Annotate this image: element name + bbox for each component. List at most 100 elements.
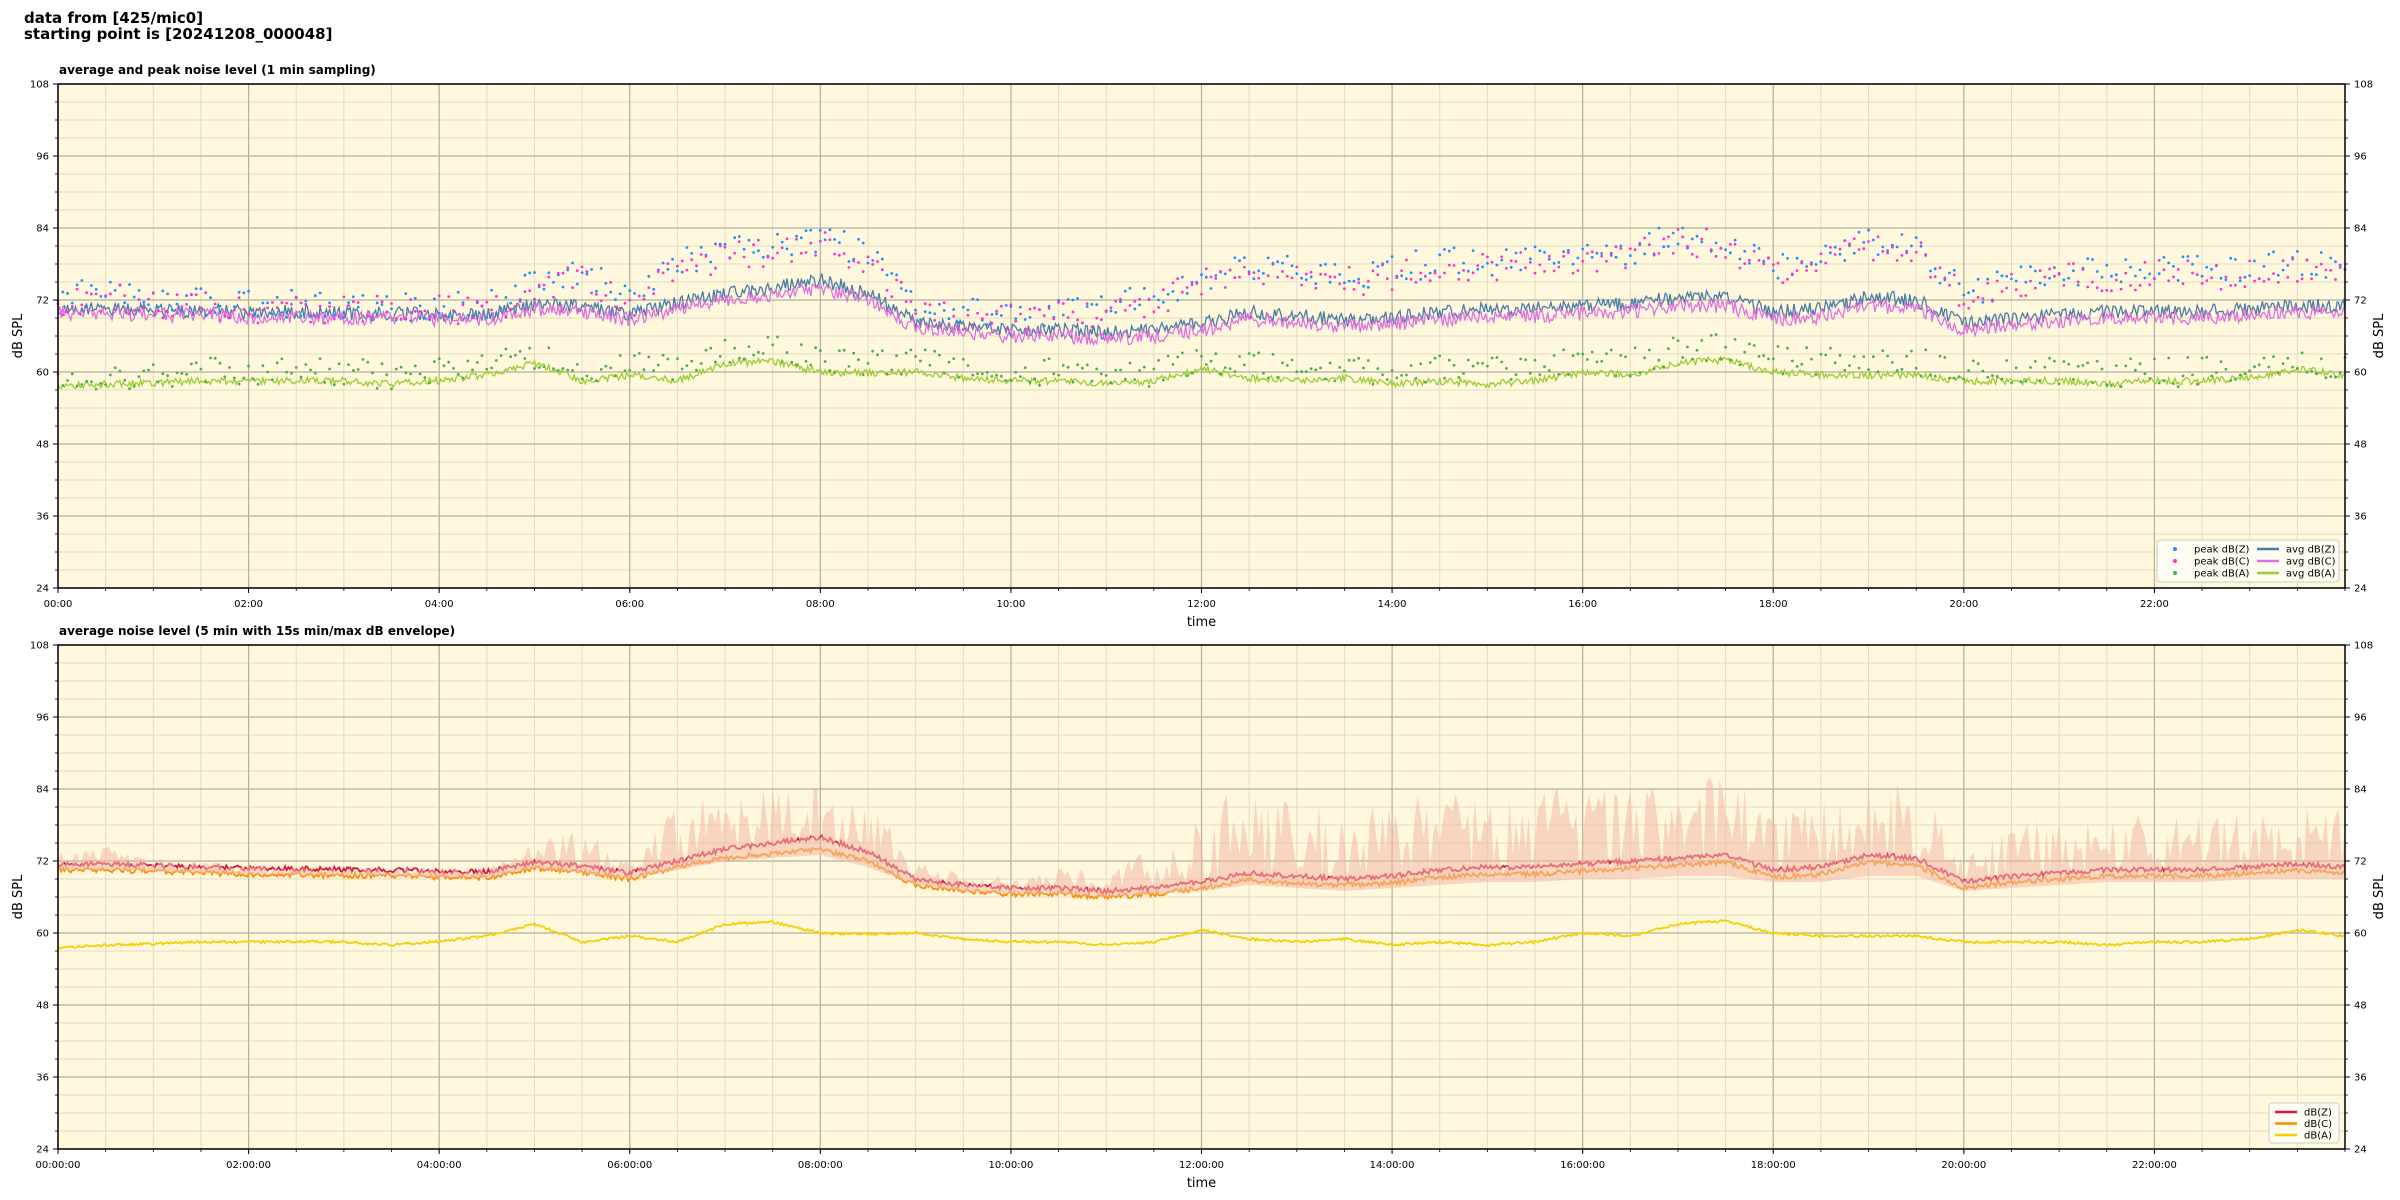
scatter-point — [1343, 369, 1346, 373]
scatter-point — [1943, 356, 1947, 359]
scatter-point — [1019, 305, 1022, 309]
scatter-point — [2134, 368, 2137, 372]
scatter-point — [1066, 316, 1070, 319]
scatter-point — [1061, 302, 1065, 305]
scatter-point — [757, 238, 760, 242]
scatter-point — [161, 372, 165, 376]
scatter-point — [1004, 327, 1008, 331]
scatter-point — [1466, 358, 1470, 362]
scatter-point — [733, 236, 736, 240]
scatter-point — [780, 360, 784, 364]
scatter-point — [2014, 288, 2018, 291]
scatter-point — [990, 321, 994, 325]
scatter-point — [542, 287, 546, 291]
scatter-point — [1114, 368, 1118, 372]
x-axis-label: time — [1187, 615, 1216, 630]
scatter-point — [890, 368, 894, 372]
scatter-point — [685, 364, 689, 367]
scatter-point — [1247, 272, 1251, 276]
scatter-point — [166, 310, 170, 314]
scatter-point — [1528, 371, 1532, 375]
scatter-point — [704, 255, 708, 258]
scatter-point — [2334, 278, 2337, 281]
scatter-point — [371, 371, 374, 375]
scatter-point — [1209, 275, 1213, 279]
scatter-point — [409, 372, 412, 376]
scatter-point — [1805, 269, 1808, 272]
y-tick-label: 72 — [36, 296, 49, 307]
scatter-point — [776, 335, 779, 339]
scatter-point — [190, 293, 193, 297]
scatter-point — [1195, 282, 1199, 285]
scatter-point — [342, 382, 346, 386]
scatter-point — [1324, 377, 1327, 381]
scatter-point — [209, 356, 212, 360]
scatter-point — [1195, 349, 1199, 352]
scatter-point — [2043, 365, 2047, 369]
scatter-point — [933, 319, 937, 322]
scatter-point — [1324, 262, 1327, 266]
scatter-point — [1705, 227, 1708, 231]
scatter-point — [2253, 259, 2256, 263]
scatter-point — [2053, 359, 2056, 363]
scatter-point — [1247, 270, 1251, 274]
scatter-point — [690, 258, 694, 262]
scatter-point — [809, 363, 813, 367]
scatter-point — [628, 369, 632, 372]
y-tick-label: 36 — [2354, 1073, 2367, 1084]
scatter-point — [1357, 277, 1361, 281]
x-axis-label: time — [1187, 1176, 1216, 1191]
scatter-point — [1752, 249, 1756, 253]
scatter-point — [251, 377, 255, 381]
scatter-point — [923, 310, 927, 313]
scatter-point — [1490, 356, 1494, 360]
x-tick-label: 08:00 — [806, 599, 835, 610]
scatter-point — [2291, 365, 2295, 369]
scatter-point — [1995, 375, 1999, 378]
scatter-point — [1733, 238, 1737, 242]
scatter-point — [1948, 376, 1951, 380]
scatter-point — [1833, 245, 1837, 249]
scatter-point — [2119, 280, 2123, 284]
scatter-point — [1328, 361, 1332, 365]
scatter-point — [1109, 306, 1113, 310]
scatter-point — [1838, 354, 1842, 357]
scatter-point — [2014, 279, 2018, 283]
y-tick-label: 48 — [36, 1001, 49, 1012]
scatter-point — [237, 382, 241, 386]
scatter-point — [633, 314, 636, 317]
scatter-point — [599, 368, 603, 371]
scatter-point — [1314, 282, 1318, 286]
scatter-point — [1185, 374, 1189, 378]
scatter-point — [1476, 264, 1480, 267]
scatter-point — [1314, 368, 1318, 372]
scatter-point — [1347, 279, 1351, 283]
scatter-point — [1614, 255, 1618, 259]
scatter-point — [1743, 350, 1747, 354]
scatter-point — [1376, 265, 1380, 268]
scatter-point — [1142, 365, 1146, 369]
scatter-point — [1533, 271, 1537, 275]
scatter-point — [2048, 267, 2052, 271]
scatter-point — [256, 382, 260, 386]
scatter-point — [285, 370, 289, 374]
scatter-point — [1209, 287, 1213, 290]
scatter-point — [1633, 262, 1637, 265]
scatter-point — [90, 284, 93, 287]
scatter-point — [1424, 380, 1427, 384]
scatter-point — [871, 349, 875, 353]
scatter-point — [2067, 362, 2071, 366]
scatter-point — [1309, 367, 1313, 370]
scatter-point — [461, 301, 465, 305]
scatter-point — [1824, 353, 1828, 357]
scatter-point — [1567, 251, 1570, 255]
scatter-point — [2134, 288, 2137, 292]
scatter-point — [1876, 370, 1880, 374]
scatter-point — [1443, 271, 1446, 275]
scatter-point — [180, 309, 184, 312]
scatter-point — [547, 275, 551, 279]
scatter-point — [1133, 299, 1137, 303]
scatter-point — [1352, 279, 1356, 283]
scatter-point — [647, 275, 651, 278]
scatter-point — [695, 264, 698, 268]
